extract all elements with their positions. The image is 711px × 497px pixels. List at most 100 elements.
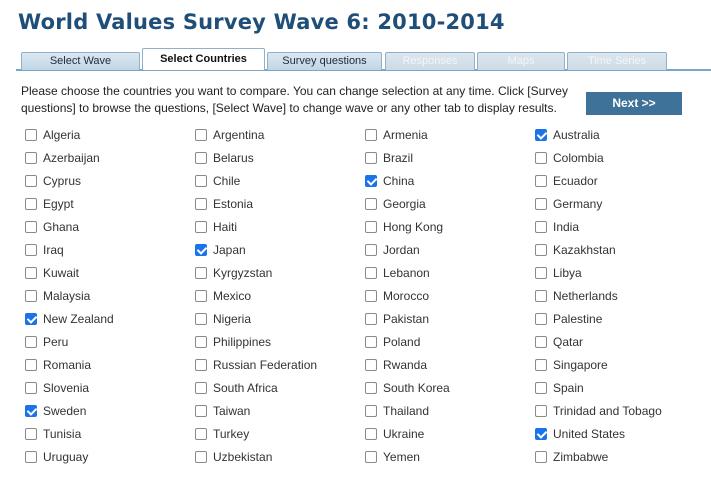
tab-select-countries[interactable]: Select Countries [142,48,265,70]
country-checkbox[interactable] [365,267,377,279]
country-checkbox[interactable] [535,221,547,233]
country-option[interactable]: Jordan [365,241,420,259]
country-checkbox[interactable] [365,152,377,164]
country-option[interactable]: New Zealand [25,310,114,328]
country-checkbox[interactable] [195,244,207,256]
country-checkbox[interactable] [25,451,37,463]
country-option[interactable]: Sweden [25,402,86,420]
country-checkbox[interactable] [25,359,37,371]
country-option[interactable]: Kyrgyzstan [195,264,272,282]
country-option[interactable]: Belarus [195,149,254,167]
country-option[interactable]: Germany [535,195,602,213]
tab-survey-questions[interactable]: Survey questions [267,52,382,70]
country-checkbox[interactable] [365,244,377,256]
country-option[interactable]: Singapore [535,356,608,374]
country-option[interactable]: Japan [195,241,246,259]
country-checkbox[interactable] [195,382,207,394]
country-option[interactable]: South Korea [365,379,450,397]
country-checkbox[interactable] [535,313,547,325]
country-option[interactable]: Chile [195,172,240,190]
next-button[interactable]: Next >> [586,92,682,115]
country-option[interactable]: Egypt [25,195,74,213]
country-option[interactable]: Ukraine [365,425,424,443]
country-option[interactable]: Trinidad and Tobago [535,402,662,420]
country-checkbox[interactable] [25,313,37,325]
country-checkbox[interactable] [25,244,37,256]
country-checkbox[interactable] [365,290,377,302]
country-checkbox[interactable] [195,336,207,348]
country-checkbox[interactable] [25,428,37,440]
country-checkbox[interactable] [195,405,207,417]
country-checkbox[interactable] [365,129,377,141]
country-option[interactable]: Azerbaijan [25,149,100,167]
country-checkbox[interactable] [535,451,547,463]
country-checkbox[interactable] [365,336,377,348]
country-checkbox[interactable] [365,221,377,233]
country-option[interactable]: Libya [535,264,582,282]
country-option[interactable]: Romania [25,356,91,374]
country-checkbox[interactable] [535,175,547,187]
country-checkbox[interactable] [535,244,547,256]
country-checkbox[interactable] [195,198,207,210]
country-option[interactable]: Armenia [365,126,428,144]
country-checkbox[interactable] [195,428,207,440]
country-option[interactable]: Spain [535,379,584,397]
country-option[interactable]: Taiwan [195,402,250,420]
country-option[interactable]: Kazakhstan [535,241,616,259]
country-checkbox[interactable] [365,451,377,463]
country-checkbox[interactable] [365,359,377,371]
country-option[interactable]: Uruguay [25,448,88,466]
country-option[interactable]: Thailand [365,402,429,420]
country-option[interactable]: Australia [535,126,600,144]
country-checkbox[interactable] [365,382,377,394]
country-option[interactable]: Turkey [195,425,249,443]
country-option[interactable]: Russian Federation [195,356,317,374]
country-checkbox[interactable] [365,313,377,325]
country-option[interactable]: Mexico [195,287,251,305]
country-option[interactable]: Brazil [365,149,413,167]
country-option[interactable]: Morocco [365,287,429,305]
country-option[interactable]: Malaysia [25,287,90,305]
country-option[interactable]: Iraq [25,241,64,259]
country-checkbox[interactable] [25,175,37,187]
country-checkbox[interactable] [535,405,547,417]
country-checkbox[interactable] [25,290,37,302]
country-option[interactable]: Poland [365,333,420,351]
country-option[interactable]: Zimbabwe [535,448,608,466]
country-option[interactable]: Palestine [535,310,602,328]
country-option[interactable]: Nigeria [195,310,251,328]
country-checkbox[interactable] [535,428,547,440]
country-checkbox[interactable] [535,290,547,302]
country-checkbox[interactable] [25,129,37,141]
country-checkbox[interactable] [25,267,37,279]
country-checkbox[interactable] [535,198,547,210]
country-checkbox[interactable] [25,336,37,348]
country-checkbox[interactable] [195,152,207,164]
country-option[interactable]: Philippines [195,333,271,351]
country-option[interactable]: Ecuador [535,172,598,190]
country-option[interactable]: Hong Kong [365,218,443,236]
country-option[interactable]: Pakistan [365,310,429,328]
country-checkbox[interactable] [25,152,37,164]
country-checkbox[interactable] [365,428,377,440]
country-option[interactable]: Tunisia [25,425,81,443]
country-checkbox[interactable] [195,221,207,233]
country-checkbox[interactable] [25,405,37,417]
country-checkbox[interactable] [535,267,547,279]
country-checkbox[interactable] [25,198,37,210]
country-checkbox[interactable] [535,152,547,164]
country-checkbox[interactable] [535,359,547,371]
country-option[interactable]: China [365,172,414,190]
country-checkbox[interactable] [365,405,377,417]
country-option[interactable]: Qatar [535,333,583,351]
country-checkbox[interactable] [25,221,37,233]
country-checkbox[interactable] [535,336,547,348]
country-checkbox[interactable] [195,290,207,302]
country-option[interactable]: Yemen [365,448,420,466]
country-option[interactable]: Slovenia [25,379,89,397]
country-checkbox[interactable] [195,175,207,187]
country-option[interactable]: Netherlands [535,287,618,305]
country-option[interactable]: Lebanon [365,264,430,282]
country-option[interactable]: Argentina [195,126,264,144]
country-option[interactable]: Rwanda [365,356,427,374]
